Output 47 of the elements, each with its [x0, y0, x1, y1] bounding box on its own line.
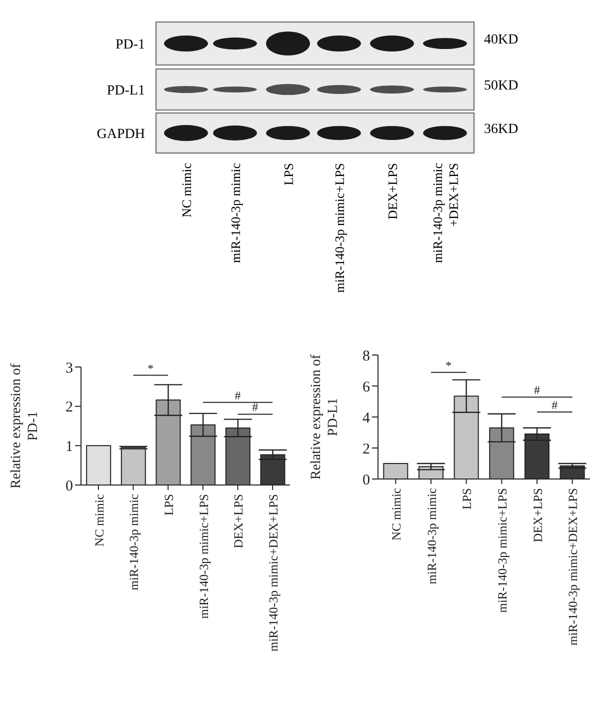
significance-bracket: *: [430, 358, 467, 373]
significance-bracket: *: [132, 361, 169, 376]
y-tick-label: 4: [362, 410, 370, 426]
x-tick-label: LPS: [162, 494, 176, 516]
category-label: GAPDH: [96, 127, 145, 142]
annotation: *: [446, 358, 452, 372]
x-tick-label: miR-140-3p mimic+DEX+LPS: [566, 488, 580, 646]
x-tick-label: DEX+LPS: [530, 488, 545, 542]
annotation: #: [552, 398, 558, 412]
significance-bracket: #: [237, 400, 274, 415]
x-tick-label: miR-140-3p mimic+LPS: [496, 488, 510, 613]
y-axis-title: Relative expression of PD-1: [9, 363, 41, 489]
y-tick-label: 3: [66, 360, 73, 376]
category-label: 40KD: [484, 32, 518, 48]
annotation: #: [534, 383, 540, 398]
x-tick-label: miR-140-3p mimic+LPS: [196, 494, 211, 619]
category-label: 50KD: [484, 78, 518, 94]
x-tick-label: miR-140-3p mimic: [424, 488, 439, 584]
y-tick-label: 2: [362, 441, 370, 458]
y-tick-label: 2: [66, 400, 73, 416]
category-label: miR-140-3p mimic: [228, 162, 243, 264]
category-label: NC mimic: [179, 162, 194, 218]
significance-bracket: #: [536, 398, 573, 413]
x-tick-label: NC mimic: [92, 494, 106, 546]
y-axis-title: Relative expression of PD-L1: [309, 354, 341, 480]
category-label: LPS: [281, 163, 296, 186]
significance-bracket: #: [501, 383, 573, 398]
x-tick-label: NC mimic: [390, 488, 404, 540]
significance-bracket: #: [202, 388, 274, 403]
category-label: miR-140-3p mimic+LPS: [332, 163, 347, 293]
y-tick-label: 6: [362, 379, 370, 396]
category-label: PD-1: [115, 38, 145, 52]
x-tick-label: DEX+LPS: [232, 494, 246, 548]
x-tick-label: miR-140-3p mimic+DEX+LPS: [266, 494, 280, 652]
annotation: #: [252, 400, 258, 414]
y-tick-label: 1: [66, 438, 73, 455]
category-label: DEX+LPS: [385, 163, 400, 220]
y-tick-label: 8: [362, 348, 370, 364]
category-label: 36KD: [484, 122, 518, 137]
category-label: PD-L1: [106, 84, 145, 98]
category-label: miR-140-3p mimic +DEX+LPS: [430, 162, 461, 264]
y-tick-label: 0: [362, 472, 370, 488]
x-tick-label: LPS: [460, 488, 474, 510]
y-tick-label: 0: [66, 478, 73, 494]
annotation: #: [234, 388, 241, 402]
x-tick-label: miR-140-3p mimic: [127, 494, 142, 590]
annotation: *: [148, 361, 154, 376]
